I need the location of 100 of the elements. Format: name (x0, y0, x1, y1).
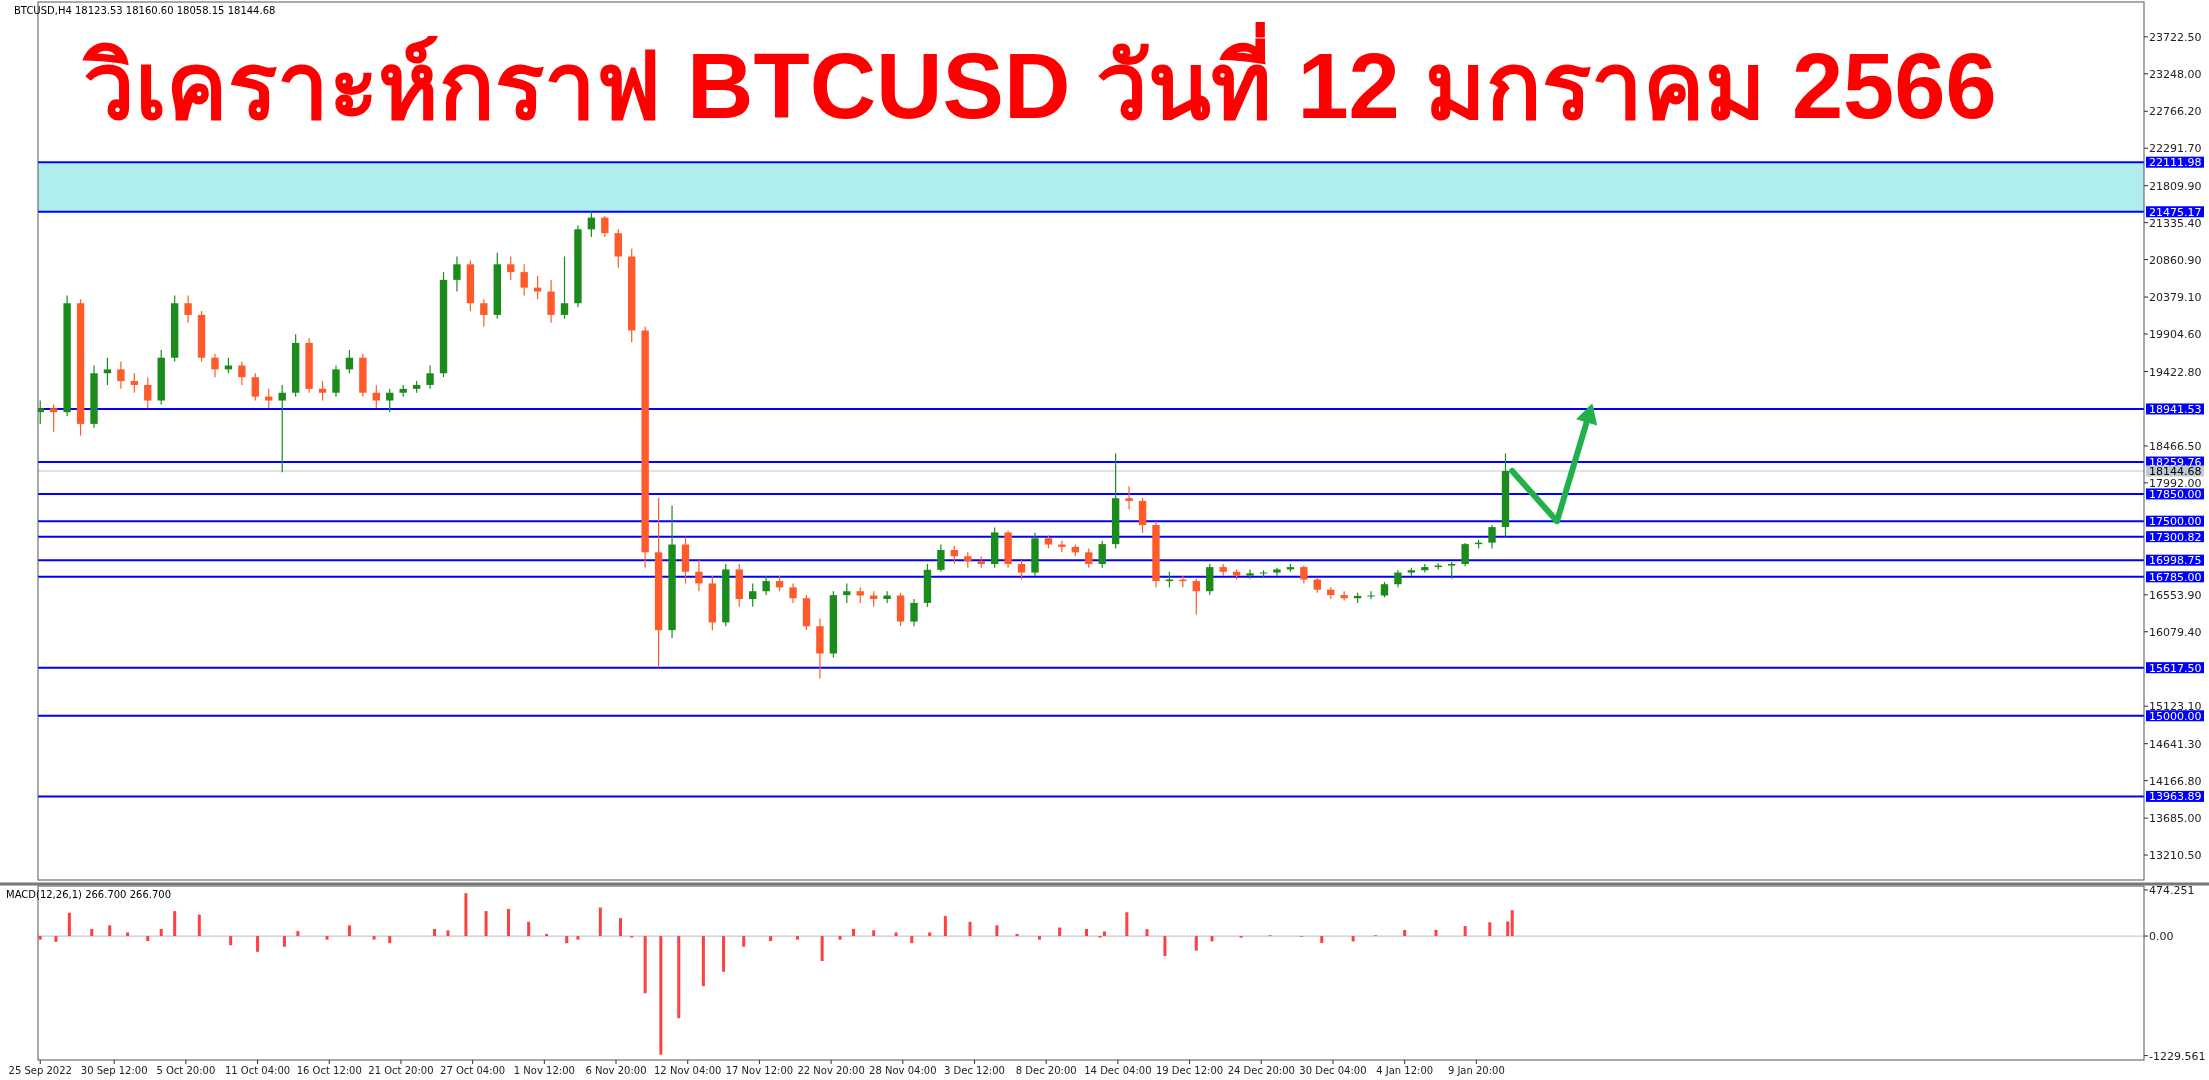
candlestick (265, 388, 273, 409)
candlestick (130, 372, 139, 394)
candlestick (278, 384, 286, 473)
candlestick (789, 582, 797, 604)
bar (820, 936, 824, 962)
bar (1351, 936, 1355, 942)
bar (197, 914, 201, 937)
bar (126, 932, 130, 937)
y-tick-label: 474.251 (2149, 883, 2195, 897)
x-tick-label: 1 Nov 12:00 (513, 1065, 575, 1076)
ref-line-label: 18941.53 (2149, 402, 2202, 416)
y-tick-label: -1229.561 (2149, 1049, 2206, 1063)
bar (852, 928, 856, 937)
bar (995, 925, 999, 937)
candlestick (695, 559, 703, 592)
bar (229, 936, 233, 946)
x-tick-label: 6 Nov 20:00 (585, 1065, 647, 1076)
candlestick (762, 575, 770, 596)
candlestick (547, 279, 555, 324)
bar (108, 925, 112, 937)
bar (506, 908, 510, 937)
y-tick-label: 16553.90 (2149, 588, 2202, 602)
bar (296, 931, 300, 937)
bar (769, 936, 773, 942)
candlestick (520, 263, 528, 297)
bar (1194, 936, 1198, 951)
x-tick-label: 24 Dec 20:00 (1227, 1065, 1295, 1076)
bar (1058, 927, 1062, 937)
bar (1320, 936, 1324, 943)
bar (565, 936, 569, 944)
candlestick (332, 364, 340, 398)
candlestick (507, 255, 515, 281)
x-tick-label: 5 Oct 20:00 (156, 1065, 216, 1076)
bar (598, 907, 602, 937)
x-tick-label: 19 Dec 12:00 (1155, 1065, 1224, 1076)
candlestick (560, 255, 569, 320)
x-tick-label: 17 Nov 12:00 (725, 1065, 794, 1076)
y-tick-label: 19422.80 (2149, 365, 2202, 379)
x-tick-label: 22 Nov 20:00 (797, 1065, 865, 1076)
bar (576, 936, 580, 940)
bar (1015, 933, 1019, 937)
y-tick-label: 13685.00 (2149, 812, 2202, 826)
bar (1403, 929, 1407, 937)
candlestick (345, 349, 354, 374)
bar (742, 936, 746, 947)
y-tick-label: 21809.90 (2149, 179, 2202, 193)
bar (54, 936, 58, 942)
candlestick (184, 294, 192, 324)
candlestick (910, 598, 918, 627)
candlestick (372, 384, 380, 409)
ref-line-label: 17850.00 (2149, 487, 2202, 501)
candlestick (251, 372, 260, 402)
bar (677, 936, 681, 1019)
candlestick (1461, 542, 1469, 567)
bar (1506, 921, 1510, 937)
bar (838, 936, 842, 940)
y-tick-label: 19904.60 (2149, 328, 2202, 342)
x-tick-label: 8 Dec 20:00 (1015, 1065, 1077, 1076)
candlestick (1367, 590, 1375, 600)
bar (545, 933, 549, 937)
x-tick-label: 30 Dec 04:00 (1299, 1065, 1367, 1076)
candlestick (1488, 524, 1496, 550)
bar (1145, 929, 1149, 937)
y-tick-label: 14166.80 (2149, 774, 2202, 788)
y-tick-label: 13210.50 (2149, 849, 2202, 863)
bar (894, 932, 898, 937)
bar (388, 936, 392, 944)
x-tick-label: 4 Jan 12:00 (1376, 1065, 1434, 1076)
y-tick-label: 20860.90 (2149, 253, 2202, 267)
bar (1434, 929, 1438, 937)
y-tick-label: 21335.40 (2149, 216, 2202, 230)
x-tick-label: 27 Oct 04:00 (440, 1065, 506, 1076)
candlestick (749, 582, 757, 608)
bar (928, 932, 932, 937)
bar (282, 936, 286, 947)
candlestick (1098, 540, 1106, 569)
y-tick-label: 16079.40 (2149, 625, 2202, 639)
bar (527, 921, 531, 937)
candlestick (843, 582, 851, 604)
bar (796, 936, 799, 940)
candlestick (211, 353, 219, 378)
candlestick (386, 388, 394, 413)
x-tick-label: 21 Oct 20:00 (368, 1065, 434, 1076)
candlestick (426, 364, 434, 390)
bar (325, 936, 329, 940)
chart-title: วิเคราะห์กราฟ BTCUSD วันที่ 12 มกราคม 2566 (82, 21, 1997, 137)
bar (484, 911, 488, 937)
candlestick (103, 357, 112, 386)
ref-line-label: 15000.00 (2149, 709, 2202, 723)
candlestick (49, 403, 58, 433)
candlestick (614, 228, 622, 269)
x-tick-label: 28 Nov 04:00 (869, 1065, 937, 1076)
bar (433, 928, 437, 937)
y-tick-label: 14641.30 (2149, 737, 2202, 751)
bar (659, 936, 663, 1055)
x-tick-label: 9 Jan 20:00 (1447, 1065, 1505, 1076)
bar (446, 930, 450, 937)
bar (1085, 928, 1089, 937)
ref-line-label: 17500.00 (2149, 515, 2202, 529)
candlestick (601, 215, 609, 238)
